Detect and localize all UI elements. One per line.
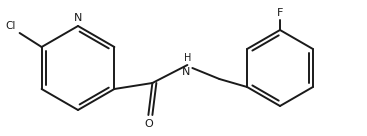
Text: H: H (184, 53, 191, 63)
Text: O: O (144, 119, 153, 129)
Text: N: N (74, 13, 82, 23)
Text: N: N (182, 67, 190, 77)
Text: F: F (277, 8, 283, 18)
Text: Cl: Cl (5, 21, 16, 31)
